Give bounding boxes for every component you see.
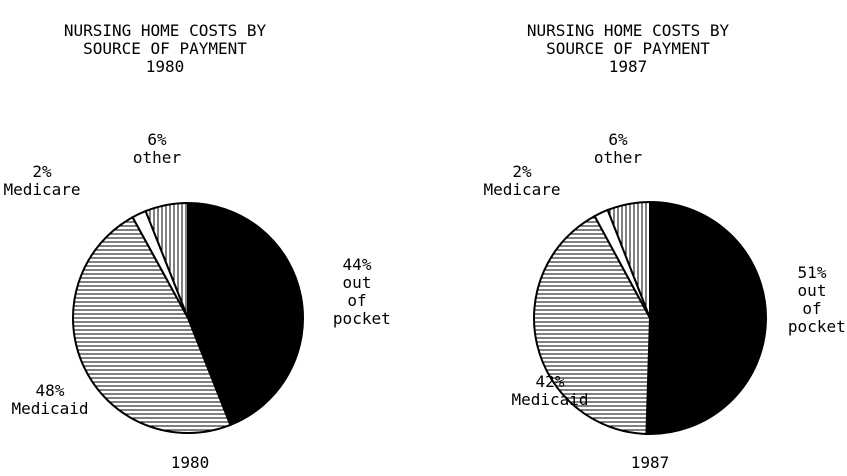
pie-slice	[72, 215, 232, 434]
chart-subtitle: 1980	[145, 57, 185, 76]
chart-title: NURSING HOME COSTS BY SOURCE OF PAYMENT	[526, 21, 730, 58]
slice-label: 2% Medicare	[0, 163, 102, 199]
slice-value-label: 44%	[342, 255, 372, 274]
slice-label: 48% Medicaid	[0, 382, 110, 418]
slice-category-label: other	[132, 148, 182, 167]
chart-title-block: NURSING HOME COSTS BY SOURCE OF PAYMENT 1…	[35, 22, 295, 76]
slice-category-label: Medicaid	[11, 399, 89, 418]
slice-value-label: 6%	[147, 130, 167, 149]
chart-title-block: NURSING HOME COSTS BY SOURCE OF PAYMENT 1…	[498, 22, 758, 76]
slice-category-label: out of pocket	[787, 281, 846, 336]
slice-category-label: Medicare	[483, 180, 561, 199]
slice-value-label: 48%	[35, 381, 65, 400]
slice-value-label: 6%	[608, 130, 628, 149]
slice-label: 2% Medicare	[462, 163, 582, 199]
slice-category-label: other	[593, 148, 643, 167]
chart-title: NURSING HOME COSTS BY SOURCE OF PAYMENT	[63, 21, 267, 58]
slice-label: 6% other	[97, 131, 217, 167]
pie-slice	[606, 200, 651, 319]
slice-value-label: 2%	[512, 162, 532, 181]
slice-category-label: Medicare	[3, 180, 81, 199]
pie-slice	[144, 201, 189, 319]
pie-slice	[645, 200, 767, 435]
chart-caption: 1987	[630, 453, 670, 472]
pie-slice	[533, 214, 652, 435]
slice-label: 44% out of pocket	[297, 256, 417, 328]
slice-value-label: 42%	[535, 372, 565, 391]
pie-slice	[187, 201, 304, 427]
chart-caption: 1980	[170, 453, 210, 472]
slice-value-label: 51%	[797, 263, 827, 282]
slice-category-label: Medicaid	[511, 390, 589, 409]
slice-label: 6% other	[558, 131, 678, 167]
slice-label: 51% out of pocket	[752, 264, 847, 336]
slice-category-label: out of pocket	[332, 273, 391, 328]
slice-label: 42% Medicaid	[490, 373, 610, 409]
slice-value-label: 2%	[32, 162, 52, 181]
chart-subtitle: 1987	[608, 57, 648, 76]
